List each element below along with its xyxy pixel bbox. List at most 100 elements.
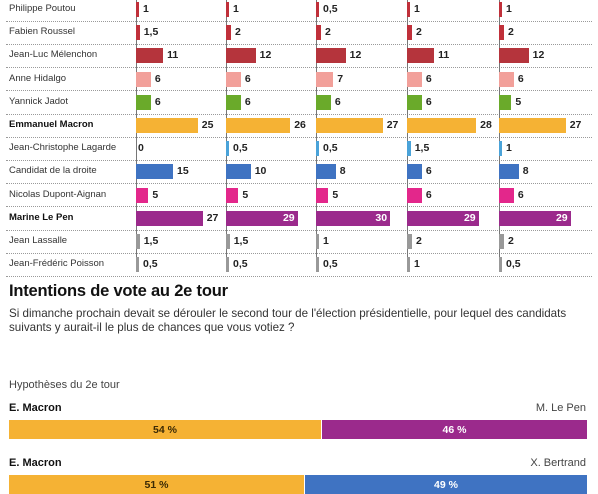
value-label-yannick-jadot-col4: 6 (425, 95, 432, 108)
bar-jean-christophe-lagarde-col5 (499, 141, 502, 157)
value-label-emmanuel-macron-col2: 26 (294, 119, 306, 131)
value-label-anne-hidalgo-col3: 7 (337, 72, 344, 85)
bar-yannick-jadot-col1 (136, 94, 151, 110)
bar-marine-le-pen-col1 (136, 210, 203, 226)
column-axis-line (407, 0, 408, 268)
bar-emmanuel-macron-col1 (136, 118, 198, 133)
value-label-fabien-roussel-col2: 2 (234, 26, 241, 39)
bar-philippe-poutou-col5 (499, 2, 502, 17)
bar-philippe-poutou-col4 (407, 2, 410, 17)
second-round-title: Intentions de vote au 2e tour (9, 282, 228, 300)
value-label-emmanuel-macron-col4: 28 (480, 119, 492, 131)
value-label-fabien-roussel-col1: 1,5 (143, 26, 159, 39)
bar-anne-hidalgo-col4 (407, 71, 422, 87)
candidate-label-jean-frederic-poisson: Jean-Frédéric Poisson (9, 258, 105, 270)
bar-nicolas-dupont-aignan-col4 (407, 187, 422, 203)
bar-jean-christophe-lagarde-col2 (226, 141, 229, 157)
bar-emmanuel-macron-col3 (316, 118, 383, 133)
bar-yannick-jadot-col2 (226, 94, 241, 110)
bar-fabien-roussel-col2 (226, 25, 231, 41)
bar-jean-luc-melenchon-col3 (316, 48, 346, 64)
value-label-emmanuel-macron-col5: 27 (569, 119, 582, 131)
bar-jean-lassalle-col3 (316, 234, 319, 249)
value-label-yannick-jadot-col5: 5 (515, 95, 522, 108)
bar-nicolas-dupont-aignan-col5 (499, 187, 514, 203)
value-label-philippe-poutou-col2: 1 (233, 3, 239, 15)
bar-jean-lassalle-col5 (499, 234, 504, 249)
value-label-nicolas-dupont-aignan-col4: 6 (425, 188, 432, 201)
row-separator (6, 183, 592, 185)
bar-yannick-jadot-col4 (407, 94, 422, 110)
row-separator (6, 43, 592, 45)
row-separator (6, 252, 592, 254)
bar-candidat-de-la-droite-col3 (316, 164, 336, 180)
value-label-jean-luc-melenchon-col1: 11 (167, 49, 179, 62)
value-label-anne-hidalgo-col4: 6 (425, 72, 432, 85)
value-label-jean-lassalle-col5: 2 (507, 235, 514, 247)
bar-anne-hidalgo-col1 (136, 71, 151, 87)
value-label-philippe-poutou-col4: 1 (414, 3, 420, 15)
bar-emmanuel-macron-col2 (226, 118, 291, 133)
bar-jean-frederic-poisson-col2 (226, 257, 229, 273)
bar-marine-le-pen-col4 (407, 210, 479, 226)
candidate-label-emmanuel-macron: Emmanuel Macron (9, 119, 94, 130)
value-label-jean-lassalle-col1: 1,5 (143, 235, 159, 247)
column-axis-line (226, 0, 227, 268)
first-round-table: Philippe Poutou Fabien Roussel Jean-Luc Mé… (6, 0, 592, 277)
bar-marine-le-pen-col3 (316, 210, 391, 226)
bar-marine-le-pen-col2 (226, 210, 298, 226)
value-label-jean-frederic-poisson-col5: 0,5 (506, 258, 521, 271)
value-label-nicolas-dupont-aignan-col2: 5 (242, 188, 249, 201)
value-label-jean-christophe-lagarde-col3: 0,5 (323, 142, 338, 155)
bar-jean-frederic-poisson-col1 (136, 257, 139, 273)
candidate-label-philippe-poutou: Philippe Poutou (9, 3, 76, 14)
bar-jean-christophe-lagarde-col3 (316, 141, 319, 157)
bar-anne-hidalgo-col5 (499, 71, 514, 87)
hypotheses-label: Hypothèses du 2e tour (9, 379, 120, 391)
value-label-anne-hidalgo-col1: 6 (154, 72, 161, 85)
value-label-fabien-roussel-col4: 2 (415, 26, 422, 39)
candidate-label-anne-hidalgo: Anne Hidalgo (9, 72, 67, 84)
duel-1-left-bar: 54 % (9, 420, 321, 439)
bar-jean-christophe-lagarde-col4 (407, 141, 411, 157)
value-label-philippe-poutou-col1: 1 (143, 3, 149, 15)
value-label-candidat-de-la-droite-col3: 8 (339, 165, 346, 178)
candidate-label-jean-luc-melenchon: Jean-Luc Mélenchon (9, 49, 98, 61)
bar-jean-luc-melenchon-col4 (407, 48, 435, 64)
bar-philippe-poutou-col1 (136, 2, 139, 17)
duel-2-right-bar: 49 % (305, 475, 587, 494)
value-label-emmanuel-macron-col1: 25 (201, 119, 214, 131)
bar-candidat-de-la-droite-col2 (226, 164, 251, 180)
value-label-jean-luc-melenchon-col4: 11 (438, 49, 450, 62)
row-separator (6, 136, 592, 138)
value-label-nicolas-dupont-aignan-col5: 6 (517, 188, 524, 201)
second-round-question: Si dimanche prochain devait se dérouler … (9, 307, 567, 334)
candidate-label-jean-christophe-lagarde: Jean-Christophe Lagarde (9, 142, 117, 154)
bar-jean-luc-melenchon-col1 (136, 48, 164, 64)
value-label-philippe-poutou-col5: 1 (506, 3, 512, 15)
bar-philippe-poutou-col2 (226, 2, 229, 17)
value-label-marine-le-pen-col1: 27 (206, 211, 219, 224)
candidate-label-marine-le-pen: Marine Le Pen (9, 211, 74, 223)
value-label-candidat-de-la-droite-col5: 8 (522, 165, 529, 178)
value-label-jean-frederic-poisson-col4: 1 (414, 258, 420, 271)
bar-jean-frederic-poisson-col3 (316, 257, 319, 273)
value-label-candidat-de-la-droite-col4: 6 (425, 165, 432, 178)
row-separator (6, 229, 592, 231)
column-axis-line (136, 0, 137, 268)
duel-2-left-bar: 51 % (9, 475, 304, 494)
bar-fabien-roussel-col3 (316, 25, 321, 41)
column-axis-line (499, 0, 500, 268)
value-label-marine-le-pen-col3: 30 (375, 211, 388, 224)
value-label-jean-christophe-lagarde-col5: 1 (506, 142, 512, 155)
candidate-label-jean-lassalle: Jean Lassalle (9, 235, 68, 246)
bar-jean-lassalle-col1 (136, 234, 140, 249)
bar-candidat-de-la-droite-col1 (136, 164, 174, 180)
row-separator (6, 113, 592, 115)
column-axis-line (316, 0, 317, 268)
duel-2-left-name: E. Macron (9, 457, 62, 469)
value-label-jean-frederic-poisson-col1: 0,5 (143, 258, 158, 271)
value-label-marine-le-pen-col2: 29 (282, 211, 295, 224)
bar-candidat-de-la-droite-col5 (499, 164, 519, 180)
value-label-yannick-jadot-col2: 6 (244, 95, 251, 108)
